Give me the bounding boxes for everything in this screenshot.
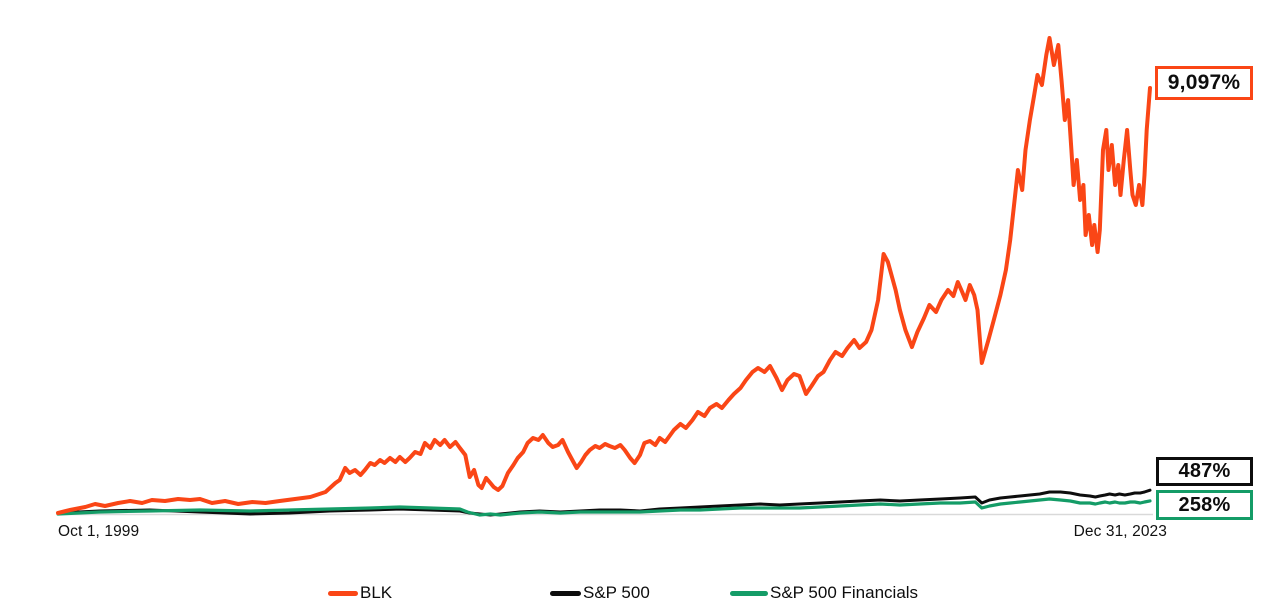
legend-label-blk: BLK bbox=[360, 583, 393, 602]
sp500-line-swatch-icon bbox=[550, 590, 581, 596]
sp500-financials-end-value-badge: 258% bbox=[1156, 490, 1253, 520]
legend-item-sp500-financials: S&P 500 Financials bbox=[730, 583, 918, 603]
x-axis-start-date-label: Oct 1, 1999 bbox=[58, 523, 140, 540]
sp500-end-value-badge: 487% bbox=[1156, 457, 1253, 486]
sp500-financials-end-value-text: 258% bbox=[1178, 493, 1231, 516]
legend-item-sp500: S&P 500 bbox=[550, 583, 650, 603]
x-axis-end-date-label: Dec 31, 2023 bbox=[1073, 523, 1167, 540]
legend-label-sp500: S&P 500 bbox=[583, 583, 650, 602]
sp500-end-value-text: 487% bbox=[1178, 460, 1231, 482]
series-line-sp500-financials bbox=[56, 497, 1152, 517]
legend-item-blk: BLK bbox=[328, 583, 392, 603]
legend-label-sp500-financials: S&P 500 Financials bbox=[770, 583, 919, 602]
blk-end-value-badge: 9,097% bbox=[1155, 66, 1253, 100]
series-line-blk bbox=[56, 36, 1152, 515]
blk-end-value-text: 9,097% bbox=[1167, 71, 1241, 94]
sp500-financials-line-swatch-icon bbox=[730, 590, 768, 596]
blk-line-swatch-icon bbox=[328, 590, 358, 596]
